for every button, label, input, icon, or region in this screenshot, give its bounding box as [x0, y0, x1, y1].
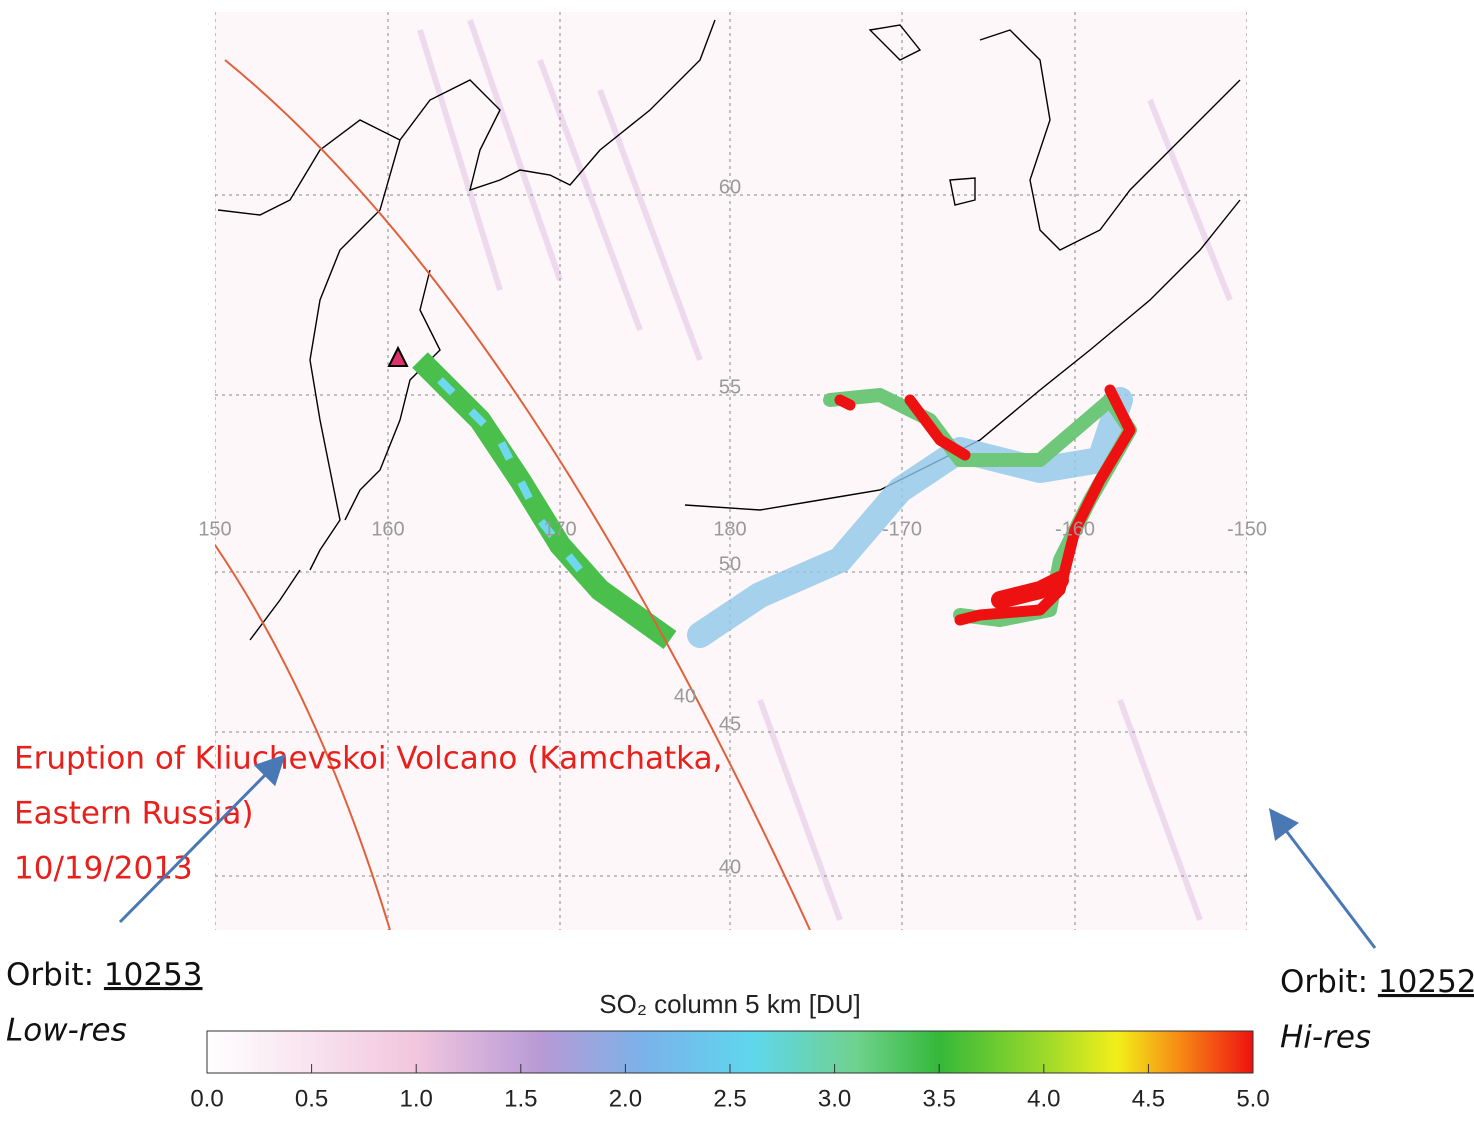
latitude-label: 55: [719, 376, 741, 398]
longitude-label: -160: [1055, 518, 1095, 540]
colorbar-tick-label: 3.0: [818, 1085, 851, 1112]
colorbar-tick-label: 2.0: [609, 1085, 642, 1112]
orbit-label: Orbit: 10252: [1280, 964, 1474, 1000]
orbit-high: Orbit: 10252 Hi-res: [1280, 964, 1474, 1056]
annotation-line: Eastern Russia): [14, 796, 253, 832]
orbit-resolution: Low-res: [6, 1013, 127, 1049]
colorbar-tick-label: 4.0: [1027, 1085, 1060, 1112]
orbit-label: Orbit: 10253: [6, 957, 203, 993]
latitude-label: 45: [719, 713, 741, 735]
longitude-label: 180: [713, 518, 746, 540]
colorbar-label: SO₂ column 5 km [DU]: [599, 989, 861, 1019]
colorbar-tick-label: 4.5: [1132, 1085, 1165, 1112]
annotation-line: 10/19/2013: [14, 851, 193, 887]
figure: 150 160 170 180 -170 -160 -150 60 55 50 40 45 40 Eru…: [0, 0, 1474, 1116]
orbit-resolution: Hi-res: [1280, 1020, 1371, 1056]
map: [215, 12, 1247, 930]
colorbar-tick-label: 0.5: [295, 1085, 328, 1112]
colorbar-tick-label: 2.5: [713, 1085, 746, 1112]
colorbar-tick-label: 1.5: [504, 1085, 537, 1112]
longitude-label: 160: [371, 518, 404, 540]
orbit-number: 10252: [1378, 964, 1474, 1000]
colorbar-tick-label: 0.0: [190, 1085, 223, 1112]
longitude-label: -170: [882, 518, 922, 540]
annotation-line: Eruption of Kliuchevskoi Volcano (Kamcha…: [14, 741, 722, 777]
longitude-label: 170: [543, 518, 576, 540]
arrow: [1278, 820, 1375, 948]
latitude-label: 40: [719, 856, 741, 878]
orbit-low: Orbit: 10253 Low-res: [6, 957, 203, 1049]
orbit-label: Orbit:: [1280, 964, 1368, 1000]
latitude-label: 40: [674, 685, 696, 707]
longitude-label: 150: [198, 518, 231, 540]
latitude-label: 50: [719, 553, 741, 575]
colorbar-tick-label: 3.5: [923, 1085, 956, 1112]
colorbar-tick-label: 1.0: [400, 1085, 433, 1112]
longitude-label: -150: [1227, 518, 1267, 540]
colorbar-tick-label: 5.0: [1236, 1085, 1269, 1112]
latitude-label: 60: [719, 176, 741, 198]
orbit-number: 10253: [104, 957, 203, 993]
orbit-label: Orbit:: [6, 957, 94, 993]
